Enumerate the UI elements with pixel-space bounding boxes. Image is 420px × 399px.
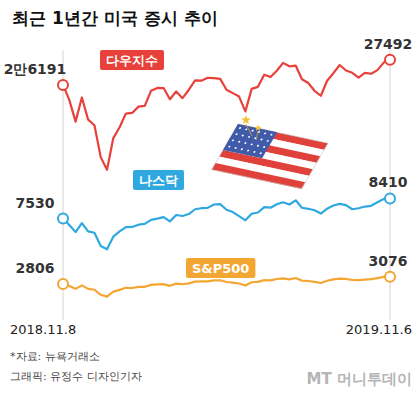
end-point	[58, 214, 68, 224]
flag-border	[212, 124, 328, 189]
flag-star	[235, 133, 238, 135]
flag-star	[248, 136, 251, 138]
data-label: 7530	[16, 195, 55, 211]
flag-star	[251, 130, 254, 132]
flag-star	[228, 145, 231, 147]
legend-label: 다우지수	[106, 53, 158, 68]
flag-star	[270, 134, 273, 136]
legend-box	[186, 258, 255, 278]
flag-star	[239, 127, 242, 129]
flag-star	[256, 145, 259, 147]
flag-star	[259, 152, 262, 154]
guide-line	[390, 50, 391, 185]
end-point	[385, 193, 395, 203]
flag-star	[253, 151, 256, 153]
flag-star	[266, 140, 269, 142]
deco-line	[256, 131, 258, 140]
flag-stripe	[212, 163, 306, 189]
end-point	[58, 80, 68, 90]
legend-box	[133, 170, 184, 190]
flag-star	[231, 139, 234, 141]
legend-entry: 나스닥	[133, 170, 184, 190]
flag-star	[234, 147, 237, 149]
flag-icon	[212, 124, 328, 189]
y-axis-line	[63, 265, 64, 320]
flag-star	[245, 128, 248, 130]
legend-entry: 다우지수	[100, 50, 164, 70]
series-line	[63, 60, 390, 170]
legend-box	[100, 50, 164, 70]
legend-entry: S&P500	[186, 258, 255, 278]
background	[0, 0, 420, 399]
credit-note: 그래픽: 유정수 디자인기자	[10, 370, 142, 383]
deco-line	[246, 124, 252, 136]
flag-star	[250, 143, 253, 145]
y-axis-line	[63, 185, 64, 265]
flag-star	[264, 132, 267, 134]
data-label: 2806	[16, 260, 55, 276]
deco-star	[241, 115, 251, 124]
series-line	[63, 277, 390, 297]
flag-star	[263, 146, 266, 148]
flag-star	[247, 149, 250, 151]
end-point	[385, 55, 395, 65]
flag-star	[241, 134, 244, 136]
flag-star	[238, 141, 241, 143]
chart-root: 최근 1년간 미국 증시 추이 2만6191 27492 다우지수 7530 8410 나스…	[0, 0, 420, 399]
data-label: 3076	[369, 253, 408, 269]
flag-star	[244, 142, 247, 144]
flag-star	[260, 138, 263, 140]
plot-area	[58, 193, 395, 249]
flag-star	[240, 148, 243, 150]
title: 최근 1년간 미국 증시 추이	[12, 8, 218, 28]
x-tick-label: 2018.11.8	[10, 322, 76, 337]
series-line	[63, 198, 390, 249]
legend-label: S&P500	[192, 261, 249, 276]
x-tick-label: 2019.11.6	[346, 322, 412, 337]
end-point	[58, 279, 68, 289]
plot-area	[58, 55, 395, 170]
data-label: 2만6191	[4, 61, 67, 77]
end-point	[385, 272, 395, 282]
deco-star	[255, 125, 262, 131]
flag-canton	[223, 124, 277, 158]
data-label: 27492	[364, 36, 413, 52]
data-label: 8410	[369, 174, 408, 190]
logo: MT 머니투데이	[307, 370, 412, 388]
source-note: *자료: 뉴욕거래소	[10, 350, 100, 363]
legend-label: 나스닥	[139, 173, 178, 188]
